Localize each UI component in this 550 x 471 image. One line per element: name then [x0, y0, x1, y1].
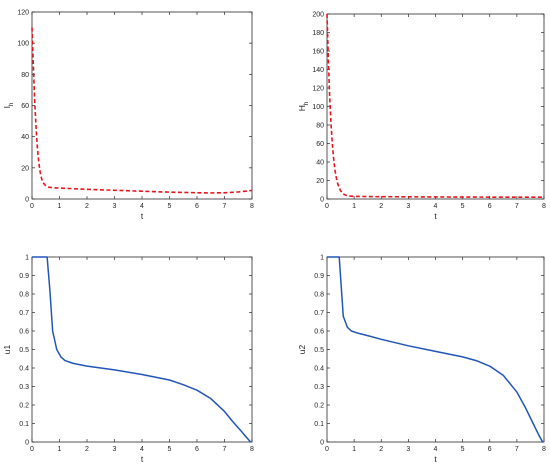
- axes-box: [326, 13, 545, 200]
- y-tick-label: 200: [312, 12, 324, 19]
- y-tick-label: 0: [320, 440, 324, 447]
- x-tick-label: 5: [461, 446, 465, 453]
- x-tick-label: 8: [250, 203, 254, 210]
- x-tick-label: 4: [140, 203, 144, 210]
- y-tick-label: 120: [312, 86, 324, 93]
- y-tick-label: 0.6: [19, 329, 29, 336]
- y-tick-label: 0.5: [314, 347, 324, 354]
- x-tick-label: 4: [140, 446, 144, 453]
- y-tick-label: 0: [25, 197, 29, 204]
- x-tick-label: 0: [325, 203, 329, 210]
- x-tick-label: 2: [85, 446, 89, 453]
- x-tick-label: 5: [168, 203, 172, 210]
- x-tick-label: 1: [352, 446, 356, 453]
- x-tick-label: 6: [488, 203, 492, 210]
- y-tick-label: 0: [320, 197, 324, 204]
- x-tick-label: 6: [195, 203, 199, 210]
- series-line: [32, 256, 252, 443]
- y-tick-label: 120: [17, 10, 29, 17]
- y-tick-label: 40: [316, 160, 324, 167]
- x-axis-label: t: [434, 211, 437, 221]
- x-tick-label: 6: [488, 446, 492, 453]
- y-tick-label: 80: [316, 123, 324, 130]
- series-line: [326, 13, 544, 198]
- y-axis-label: u1: [2, 345, 12, 355]
- y-axis-label: Hh: [297, 102, 310, 111]
- y-tick-label: 0.2: [19, 403, 29, 410]
- y-tick-label: 0.5: [19, 347, 29, 354]
- y-tick-label: 40: [21, 134, 29, 141]
- x-tick-label: 1: [58, 446, 62, 453]
- series-line: [327, 256, 544, 443]
- y-tick-label: 0.6: [314, 329, 324, 336]
- y-tick-label: 0: [25, 440, 29, 447]
- axes-box: [31, 256, 253, 443]
- y-tick-label: 60: [21, 103, 29, 110]
- y-axis-label-subscript: h: [9, 103, 15, 106]
- y-tick-label: 0.3: [19, 384, 29, 391]
- y-tick-label: 60: [316, 141, 324, 148]
- y-tick-label: 0.2: [314, 403, 324, 410]
- x-tick-label: 8: [542, 446, 546, 453]
- x-tick-label: 0: [30, 203, 34, 210]
- x-axis-label: t: [141, 454, 144, 464]
- x-tick-label: 2: [379, 446, 383, 453]
- y-tick-label: 0.1: [314, 421, 324, 428]
- y-tick-label: 0.1: [19, 421, 29, 428]
- y-tick-label: 0.3: [314, 384, 324, 391]
- x-axis-label: t: [141, 211, 144, 221]
- y-tick-label: 1: [25, 255, 29, 262]
- y-tick-label: 0.8: [19, 292, 29, 299]
- x-tick-label: 0: [30, 446, 34, 453]
- subplot-u2: 0 1 2 3 4 5 6 7 8 0 0.1 0.2 0.3 0.4 0.5 0.6 0.7 0.8 0.9 1 t u…: [297, 255, 546, 465]
- y-tick-label: 160: [312, 49, 324, 56]
- x-tick-label: 8: [250, 446, 254, 453]
- x-tick-label: 7: [223, 203, 227, 210]
- x-tick-label: 3: [406, 203, 410, 210]
- x-tick-label: 5: [168, 446, 172, 453]
- y-tick-label: 20: [316, 178, 324, 185]
- x-tick-label: 2: [379, 203, 383, 210]
- x-tick-label: 5: [461, 203, 465, 210]
- y-axis-label: Ih: [2, 103, 15, 109]
- x-tick-label: 8: [542, 203, 546, 210]
- x-tick-label: 6: [195, 446, 199, 453]
- y-tick-label: 1: [320, 255, 324, 262]
- y-tick-label: 0.9: [19, 273, 29, 280]
- y-tick-label: 180: [312, 30, 324, 37]
- y-axis-label-subscript: h: [304, 102, 310, 105]
- y-tick-label: 100: [17, 41, 29, 48]
- x-tick-label: 3: [113, 203, 117, 210]
- x-tick-label: 2: [85, 203, 89, 210]
- x-tick-label: 1: [58, 203, 62, 210]
- y-tick-label: 20: [21, 165, 29, 172]
- y-tick-label: 140: [312, 67, 324, 74]
- x-tick-label: 3: [406, 446, 410, 453]
- x-tick-label: 1: [352, 203, 356, 210]
- y-tick-label: 0.7: [19, 310, 29, 317]
- x-tick-label: 7: [515, 446, 519, 453]
- x-tick-label: 4: [434, 203, 438, 210]
- y-tick-label: 0.9: [314, 273, 324, 280]
- subplot-u1: 0 1 2 3 4 5 6 7 8 0 0.1 0.2 0.3 0.4 0.5 0.6 0.7 0.8 0.9 1 t u…: [2, 255, 254, 465]
- x-tick-label: 7: [223, 446, 227, 453]
- x-tick-label: 3: [113, 446, 117, 453]
- y-tick-label: 0.8: [314, 292, 324, 299]
- y-tick-label: 0.7: [314, 310, 324, 317]
- y-axis-label: u2: [297, 345, 307, 355]
- axes-box: [31, 11, 253, 200]
- y-tick-label: 80: [21, 72, 29, 79]
- y-tick-label: 0.4: [314, 366, 324, 373]
- axes-box: [326, 256, 545, 443]
- y-tick-label: 0.4: [19, 366, 29, 373]
- x-axis-label: t: [434, 454, 437, 464]
- x-tick-label: 4: [434, 446, 438, 453]
- x-tick-label: 7: [515, 203, 519, 210]
- y-tick-label: 100: [312, 104, 324, 111]
- x-tick-label: 0: [325, 446, 329, 453]
